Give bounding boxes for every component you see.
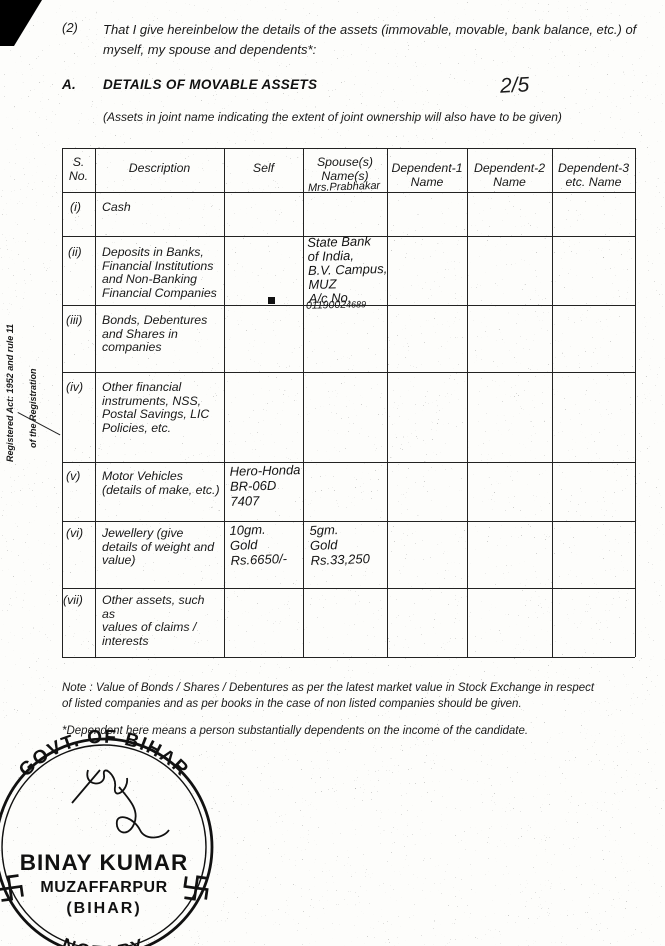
svg-text:(BIHAR): (BIHAR)	[66, 900, 141, 917]
svg-text:BINAY KUMAR: BINAY KUMAR	[20, 850, 189, 875]
svg-text:NOTARY: NOTARY	[59, 934, 148, 946]
svg-text:MUZAFFARPUR: MUZAFFARPUR	[40, 879, 167, 896]
